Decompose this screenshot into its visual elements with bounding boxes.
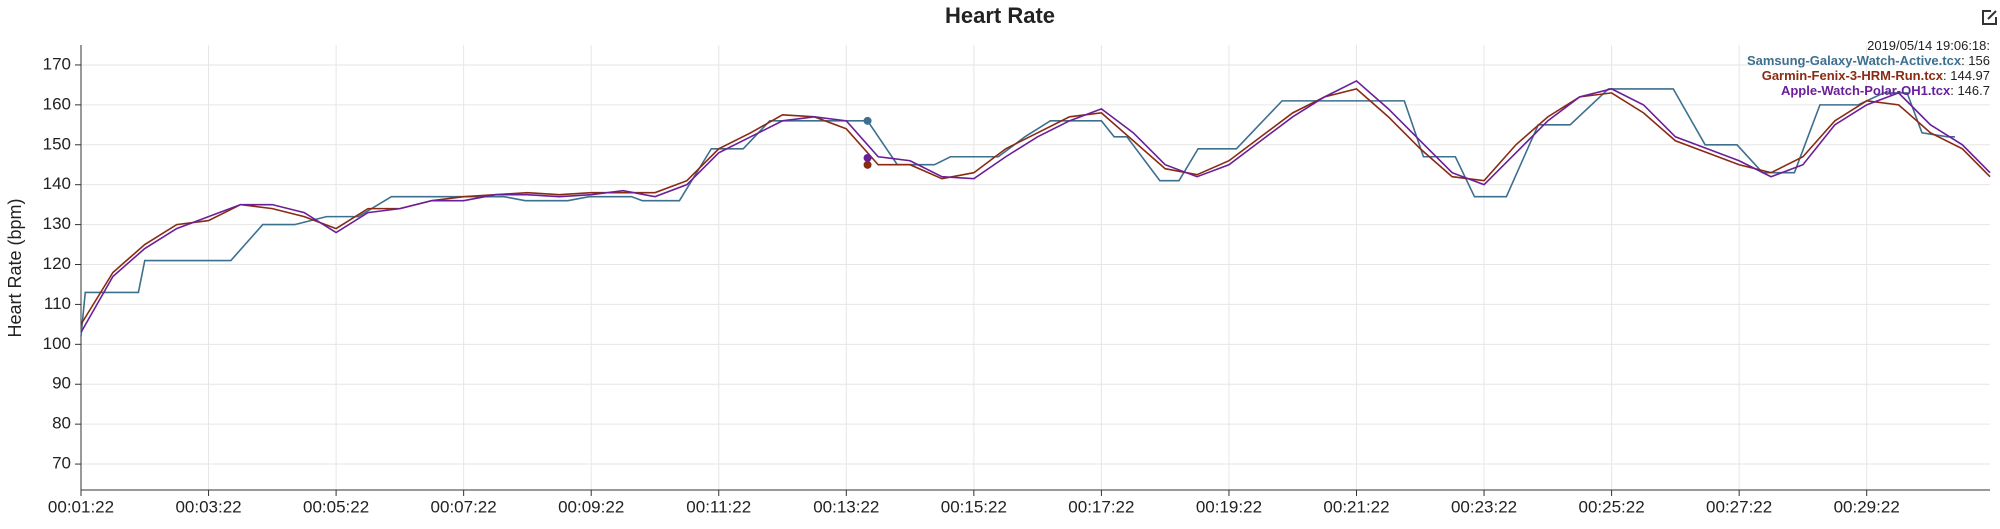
x-tick-label: 00:23:22 [1451, 497, 1517, 516]
x-tick-label: 00:19:22 [1196, 497, 1262, 516]
y-tick-label: 130 [43, 214, 71, 233]
x-tick-label: 00:17:22 [1068, 497, 1134, 516]
y-tick-label: 120 [43, 254, 71, 273]
x-tick-label: 00:15:22 [941, 497, 1007, 516]
tooltip-row: Garmin-Fenix-3-HRM-Run.tcx144.97 [1747, 68, 1990, 83]
icon-frame[interactable] [1982, 10, 1997, 25]
y-tick-label: 70 [52, 454, 71, 473]
hover-marker [863, 160, 872, 169]
hover-marker [863, 153, 872, 162]
x-tick-label: 00:07:22 [431, 497, 497, 516]
tooltip: 2019/05/14 19:06:18: Samsung-Galaxy-Watc… [1747, 38, 1990, 98]
y-tick-label: 90 [52, 374, 71, 393]
y-tick-label: 100 [43, 334, 71, 353]
x-tick-label: 00:11:22 [686, 497, 751, 516]
tooltip-row: Samsung-Galaxy-Watch-Active.tcx156 [1747, 53, 1990, 68]
tooltip-value: 144.97 [1950, 68, 1990, 83]
x-tick-label: 00:05:22 [303, 497, 369, 516]
chart-title: Heart Rate [945, 3, 1055, 28]
series-line [80, 88, 1955, 337]
tooltip-row: Apple-Watch-Polar-OH1.tcx146.7 [1747, 83, 1990, 98]
edit-icon[interactable] [1982, 10, 1997, 25]
tooltip-time: 2019/05/14 19:06:18: [1867, 38, 1990, 53]
tooltip-series-name: Apple-Watch-Polar-OH1.tcx [1781, 83, 1958, 98]
series-line [80, 79, 1991, 333]
tooltip-series-name: Samsung-Galaxy-Watch-Active.tcx [1747, 53, 1968, 68]
hover-marker [863, 116, 872, 125]
y-tick-label: 110 [44, 294, 71, 313]
x-tick-label: 00:29:22 [1834, 497, 1900, 516]
icon-pen[interactable] [1987, 10, 1997, 20]
x-tick-label: 00:09:22 [558, 497, 624, 516]
x-tick-label: 00:21:22 [1323, 497, 1389, 516]
series-line [80, 88, 1991, 325]
y-tick-label: 140 [43, 174, 71, 193]
x-tick-label: 00:27:22 [1706, 497, 1772, 516]
x-tick-label: 00:25:22 [1579, 497, 1645, 516]
y-tick-label: 150 [43, 134, 71, 153]
tooltip-series-name: Garmin-Fenix-3-HRM-Run.tcx [1762, 68, 1951, 83]
tooltip-value: 156 [1968, 53, 1990, 68]
x-tick-label: 00:13:22 [813, 497, 879, 516]
y-tick-label: 160 [43, 94, 71, 113]
y-tick-label: 80 [52, 414, 71, 433]
x-tick-label: 00:03:22 [175, 497, 241, 516]
y-axis-label: Heart Rate (bpm) [5, 198, 25, 337]
x-tick-label: 00:01:22 [48, 497, 114, 516]
y-tick-label: 170 [43, 54, 71, 73]
tooltip-value: 146.7 [1957, 83, 1990, 98]
